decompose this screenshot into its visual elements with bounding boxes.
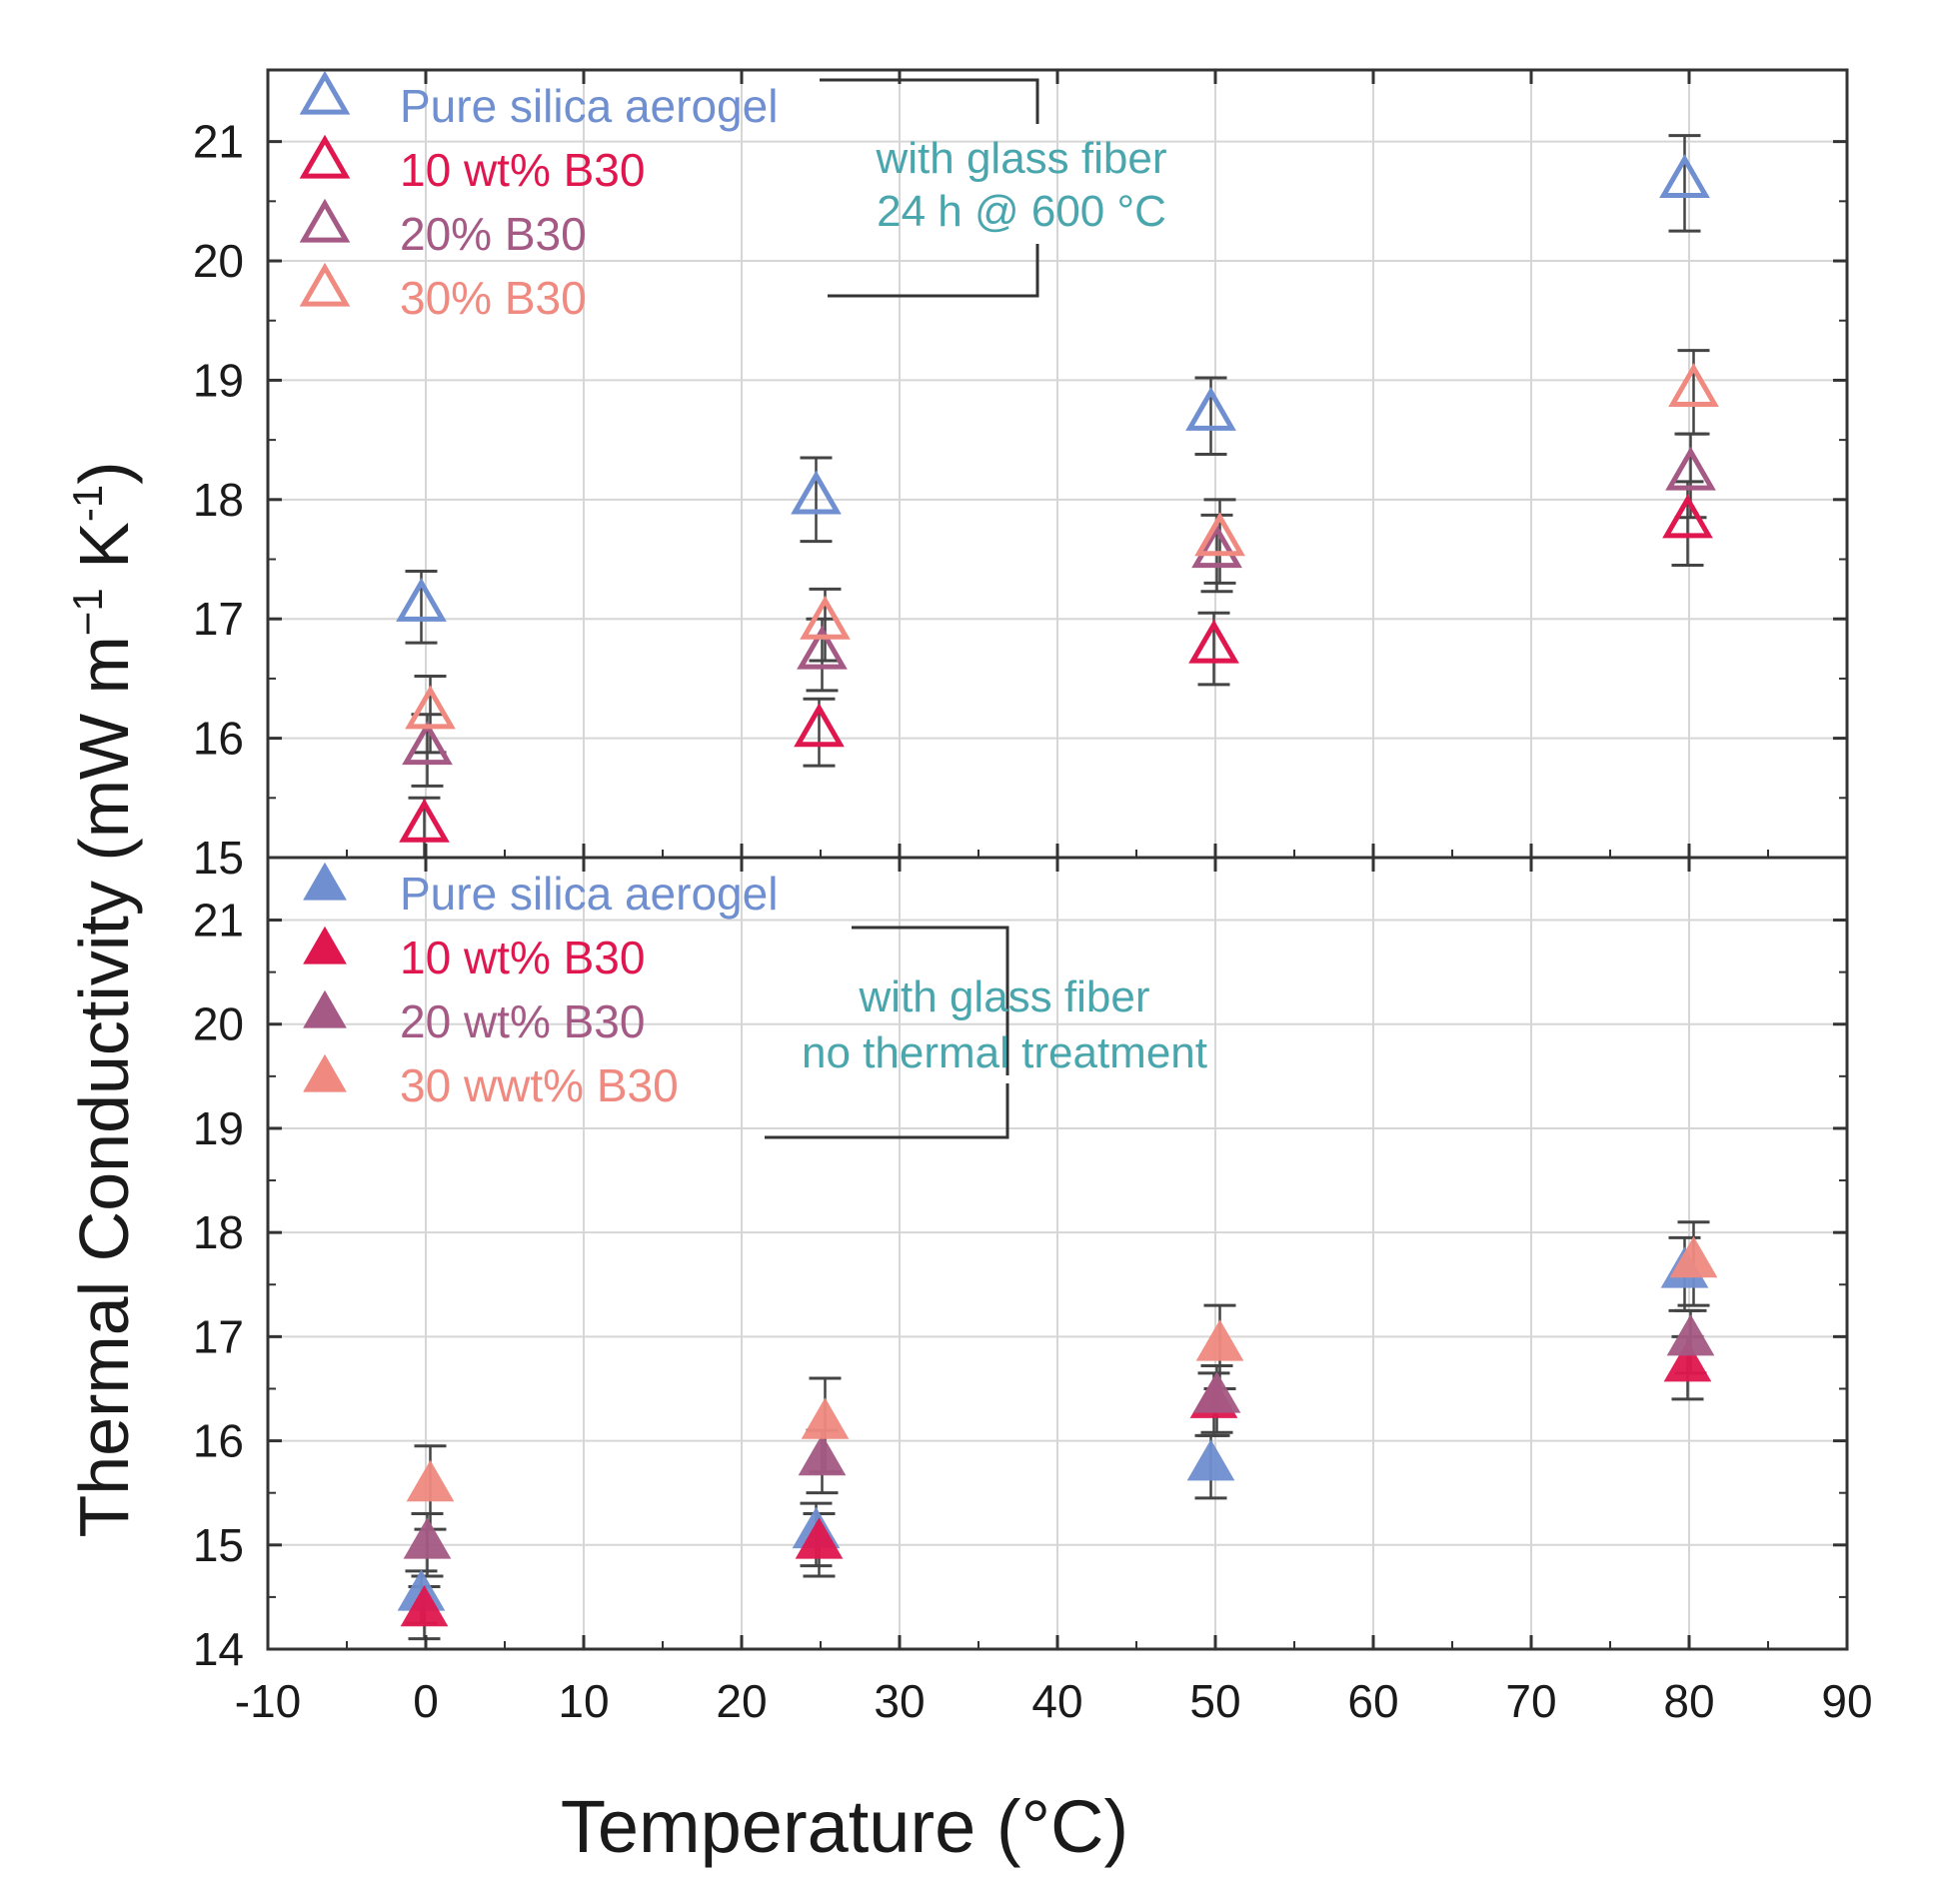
data-point-bottom-s3 (1669, 1235, 1718, 1278)
data-point-bottom-s1 (795, 1517, 844, 1559)
y-tick-label: 15 (193, 832, 244, 884)
legend-label: Pure silica aerogel (400, 80, 778, 132)
x-tick-label: 10 (558, 1675, 609, 1727)
x-tick-label: 60 (1347, 1675, 1398, 1727)
legend-label: 10 wt% B30 (400, 932, 645, 983)
y-tick-label: 21 (193, 895, 244, 947)
axes-layer: 15 16 17 18 19 20 21 14 15 16 17 18 19 20 21 -10 0 10 20 30… (193, 68, 1873, 1727)
bracket-top (852, 926, 1009, 1075)
data-point-top-s0 (1659, 154, 1710, 199)
data-point-top-s3 (800, 595, 851, 640)
x-tick-label: 30 (874, 1675, 925, 1727)
data-point-top-s0 (396, 578, 447, 622)
data-point-bottom-s0 (1186, 1439, 1235, 1481)
x-tick-label: 80 (1663, 1675, 1714, 1727)
data-point-top-s2 (1191, 524, 1242, 569)
legend-marker (299, 198, 351, 243)
y-axis-title: Thermal Conductivity (mW m−1 K-1) (64, 461, 143, 1537)
annotation-line1: with glass fiber (858, 972, 1149, 1021)
y-tick-label: 14 (193, 1623, 244, 1675)
annotation-line1: with glass fiber (875, 134, 1166, 183)
x-tick-label: 90 (1821, 1675, 1872, 1727)
data-point-top-s1 (1662, 494, 1713, 539)
legend-marker (299, 134, 351, 179)
legend-label: 30% B30 (400, 272, 587, 324)
data-layer (396, 134, 1719, 1641)
data-point-bottom-s2 (1666, 1314, 1715, 1356)
x-tick-label: 0 (413, 1675, 439, 1727)
x-tick-label: 50 (1189, 1675, 1240, 1727)
y-axis-title-main: Thermal Conductivity (mW m (65, 636, 143, 1537)
legend-label: 20% B30 (400, 208, 587, 260)
legend-label: 30 wwt% B30 (400, 1059, 679, 1111)
y-tick-label: 17 (193, 593, 244, 645)
legend-label: 10 wt% B30 (400, 144, 645, 196)
y-tick-label: 20 (193, 235, 244, 287)
data-point-top-s1 (1188, 619, 1239, 664)
y-tick-label: 16 (193, 1415, 244, 1467)
bracket-bottom (765, 1083, 1009, 1139)
y-tick-label: 20 (193, 998, 244, 1050)
x-tick-label: 40 (1031, 1675, 1082, 1727)
legend-label: Pure silica aerogel (400, 868, 778, 920)
y-axis-title-exp1: −1 (64, 588, 111, 636)
data-point-bottom-s2 (403, 1517, 452, 1559)
data-point-bottom-s3 (801, 1397, 850, 1439)
y-axis-title-close: ) (65, 461, 143, 484)
data-point-bottom-s3 (406, 1459, 455, 1502)
x-tick-label: 20 (716, 1675, 767, 1727)
y-tick-label: 18 (193, 474, 244, 526)
y-tick-label: 15 (193, 1519, 244, 1571)
legend-marker (303, 989, 347, 1028)
data-point-top-s2 (797, 625, 848, 670)
legend-marker (299, 262, 351, 307)
data-point-bottom-s2 (798, 1433, 847, 1476)
data-point-top-s3 (1194, 512, 1245, 557)
data-point-top-s0 (1185, 386, 1236, 431)
data-point-top-s0 (791, 470, 842, 515)
bracket-bottom (828, 244, 1039, 298)
legend-marker (303, 1053, 347, 1092)
y-tick-label: 16 (193, 713, 244, 765)
data-point-top-s2 (402, 721, 453, 766)
data-point-bottom-s2 (1192, 1371, 1241, 1413)
y-tick-label: 18 (193, 1206, 244, 1258)
data-point-top-s3 (405, 685, 456, 730)
x-tick-label: 70 (1505, 1675, 1556, 1727)
y-axis-title-unit-k: K (65, 522, 143, 588)
annotation-line2: 24 h @ 600 °C (877, 187, 1166, 236)
data-point-bottom-s3 (1195, 1319, 1244, 1361)
x-axis-title: Temperature (°C) (561, 1785, 1128, 1868)
legend-marker (303, 926, 347, 964)
legend-layer: Pure silica aerogel 10 wt% B30 20% B30 30% … (299, 70, 778, 1111)
data-point-top-s3 (1668, 363, 1719, 407)
data-point-bottom-s1 (400, 1584, 449, 1627)
annotation-line2: no thermal treatment (802, 1028, 1207, 1077)
y-axis-title-exp2: -1 (64, 485, 111, 522)
y-tick-label: 17 (193, 1310, 244, 1362)
x-tick-label: -10 (235, 1675, 301, 1727)
legend-marker (303, 862, 347, 901)
grid-layer (268, 70, 1847, 1649)
legend-label: 20 wt% B30 (400, 995, 645, 1047)
legend-marker (299, 70, 351, 115)
y-tick-label: 19 (193, 1102, 244, 1154)
data-point-bottom-s1 (1663, 1340, 1712, 1382)
data-point-top-s1 (399, 798, 450, 843)
bracket-top (820, 78, 1039, 124)
data-point-top-s2 (1665, 446, 1716, 491)
y-tick-label: 19 (193, 354, 244, 406)
y-tick-label: 21 (193, 116, 244, 168)
data-point-top-s1 (794, 703, 845, 748)
